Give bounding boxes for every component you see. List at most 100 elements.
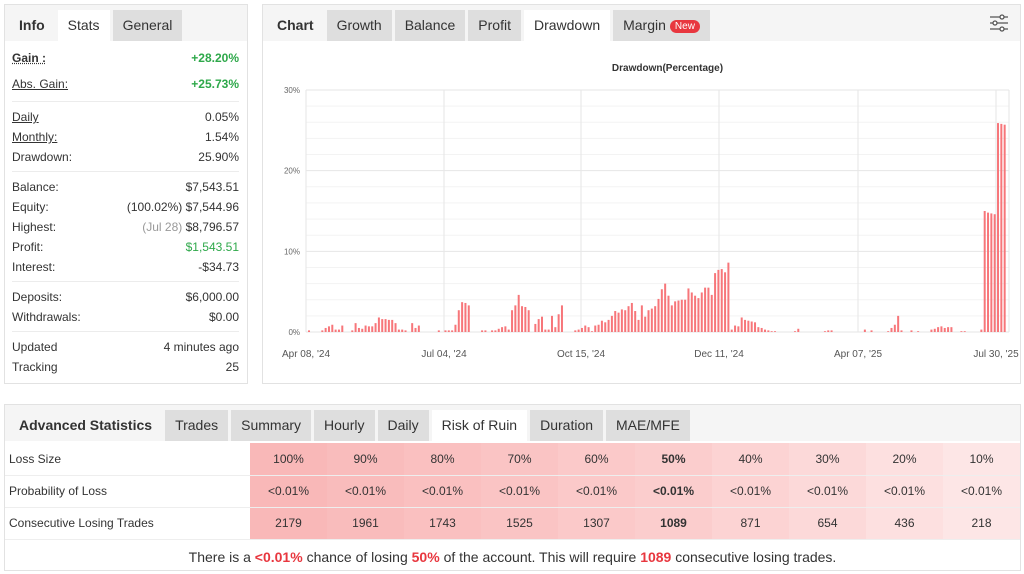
summary-trades: 1089 (640, 549, 672, 565)
drawdown-bar (650, 308, 653, 332)
stats-list: Gain : +28.20% Abs. Gain: +25.73% Daily 0.05%… (5, 41, 247, 377)
stat-row: Drawdown: 25.90% (12, 147, 239, 167)
tab-daily[interactable]: Daily (377, 410, 429, 441)
drawdown-bar (660, 289, 663, 332)
x-tick-label: Jul 04, '24 (421, 349, 467, 360)
drawdown-bar (461, 302, 464, 332)
table-cell: <0.01% (712, 475, 789, 508)
drawdown-bar (541, 316, 543, 332)
table-cell: 80% (404, 443, 481, 476)
drawdown-bar (727, 262, 730, 332)
drawdown-bar (947, 327, 950, 332)
drawdown-bar (657, 298, 660, 332)
tab-summary[interactable]: Summary (231, 410, 312, 441)
drawdown-bar (620, 309, 623, 332)
x-tick-label: Oct 15, '24 (557, 349, 605, 360)
drawdown-bar (401, 329, 404, 332)
drawdown-bar (960, 331, 963, 332)
drawdown-bar (863, 329, 866, 332)
drawdown-bar (827, 330, 830, 332)
stat-label: Gain : (12, 51, 47, 65)
drawdown-bar (917, 331, 920, 332)
table-row: Probability of Loss <0.01% <0.01% <0.01% <0.… (5, 475, 1020, 508)
drawdown-bar (491, 330, 494, 332)
drawdown-bar (334, 329, 337, 332)
risk-summary: There is a <0.01% chance of losing 50% o… (5, 549, 1020, 565)
tab-trades[interactable]: Trades (165, 410, 229, 441)
x-tick-label: Jul 30, '25 (973, 349, 1019, 360)
drawdown-bar (710, 294, 713, 332)
stat-value-wrap: 25 (226, 357, 239, 377)
drawdown-bar (694, 295, 697, 332)
tab-general[interactable]: General (112, 10, 183, 41)
drawdown-bar (580, 327, 583, 332)
drawdown-bar (454, 324, 457, 332)
tab-info[interactable]: Info (19, 17, 45, 33)
drawdown-bar (707, 287, 710, 332)
stat-row: Withdrawals: $0.00 (12, 307, 239, 327)
drawdown-bar (484, 330, 487, 332)
tab-risk-of-ruin[interactable]: Risk of Ruin (431, 410, 528, 441)
drawdown-bar (644, 316, 647, 332)
table-cell: <0.01% (327, 475, 404, 508)
stat-value: $6,000.00 (185, 290, 239, 304)
stat-value-wrap: +25.73% (191, 71, 239, 97)
drawdown-bar (614, 311, 617, 332)
drawdown-bar (830, 330, 833, 332)
drawdown-bar (940, 326, 943, 332)
drawdown-bar (604, 322, 607, 332)
tab-profit[interactable]: Profit (468, 10, 521, 41)
drawdown-bar (451, 330, 454, 332)
drawdown-bar (357, 327, 360, 332)
tab-chart[interactable]: Chart (277, 17, 314, 33)
stat-row: Profit: $1,543.51 (12, 237, 239, 257)
stat-value-wrap: -$34.73 (198, 257, 239, 277)
drawdown-bar (534, 323, 537, 332)
stat-label: Monthly: (12, 130, 58, 144)
drawdown-bar (990, 213, 993, 332)
tab-duration[interactable]: Duration (530, 410, 604, 441)
stat-value: 4 minutes ago (163, 340, 239, 354)
stat-prefix: (Jul 28) (142, 220, 183, 234)
tab-balance[interactable]: Balance (394, 10, 466, 41)
tab-stats[interactable]: Stats (57, 10, 110, 41)
table-cell: 1307 (558, 507, 635, 540)
stat-label: Profit: (12, 240, 44, 254)
x-tick-label: Apr 07, '25 (834, 349, 882, 360)
tab-hourly[interactable]: Hourly (314, 410, 375, 441)
tab-drawdown[interactable]: Drawdown (523, 10, 611, 41)
stat-value: +25.73% (191, 77, 239, 91)
table-cell: <0.01% (404, 475, 481, 508)
drawdown-bar (554, 327, 557, 332)
table-cell: 2179 (250, 507, 327, 540)
table-cell: 20% (866, 443, 943, 476)
drawdown-bar (797, 328, 800, 332)
tab-growth[interactable]: Growth (326, 10, 392, 41)
drawdown-bar (394, 323, 397, 332)
drawdown-bar (417, 325, 420, 332)
table-cell: <0.01% (789, 475, 866, 508)
drawdown-bar (760, 327, 763, 332)
drawdown-bar (700, 292, 703, 332)
stat-label: Equity: (12, 200, 49, 214)
sliders-icon[interactable] (988, 13, 1010, 33)
stats-panel: Info Stats General Gain : +28.20% Abs. Gai… (4, 4, 248, 384)
tab-mae-mfe[interactable]: MAE/MFE (606, 410, 690, 441)
stat-row: Balance: $7,543.51 (12, 177, 239, 197)
drawdown-bar (511, 310, 514, 332)
tab-margin[interactable]: Margin New (613, 10, 710, 41)
chart-title: Drawdown(Percentage) (612, 63, 723, 74)
stat-label: Tracking (12, 360, 58, 374)
summary-probability: <0.01% (254, 549, 303, 565)
drawdown-bar (724, 272, 727, 332)
table-cell: 50% (635, 443, 712, 476)
chart-panel: Chart Growth Balance Profit Drawdown Mar… (262, 4, 1021, 384)
drawdown-bar (560, 305, 563, 332)
drawdown-bar (640, 305, 643, 332)
drawdown-bar (993, 214, 996, 332)
drawdown-bar (600, 320, 603, 332)
drawdown-bar (354, 323, 357, 332)
stat-label: Withdrawals: (12, 310, 81, 324)
table-cell: 1525 (481, 507, 558, 540)
drawdown-bar (377, 317, 380, 332)
